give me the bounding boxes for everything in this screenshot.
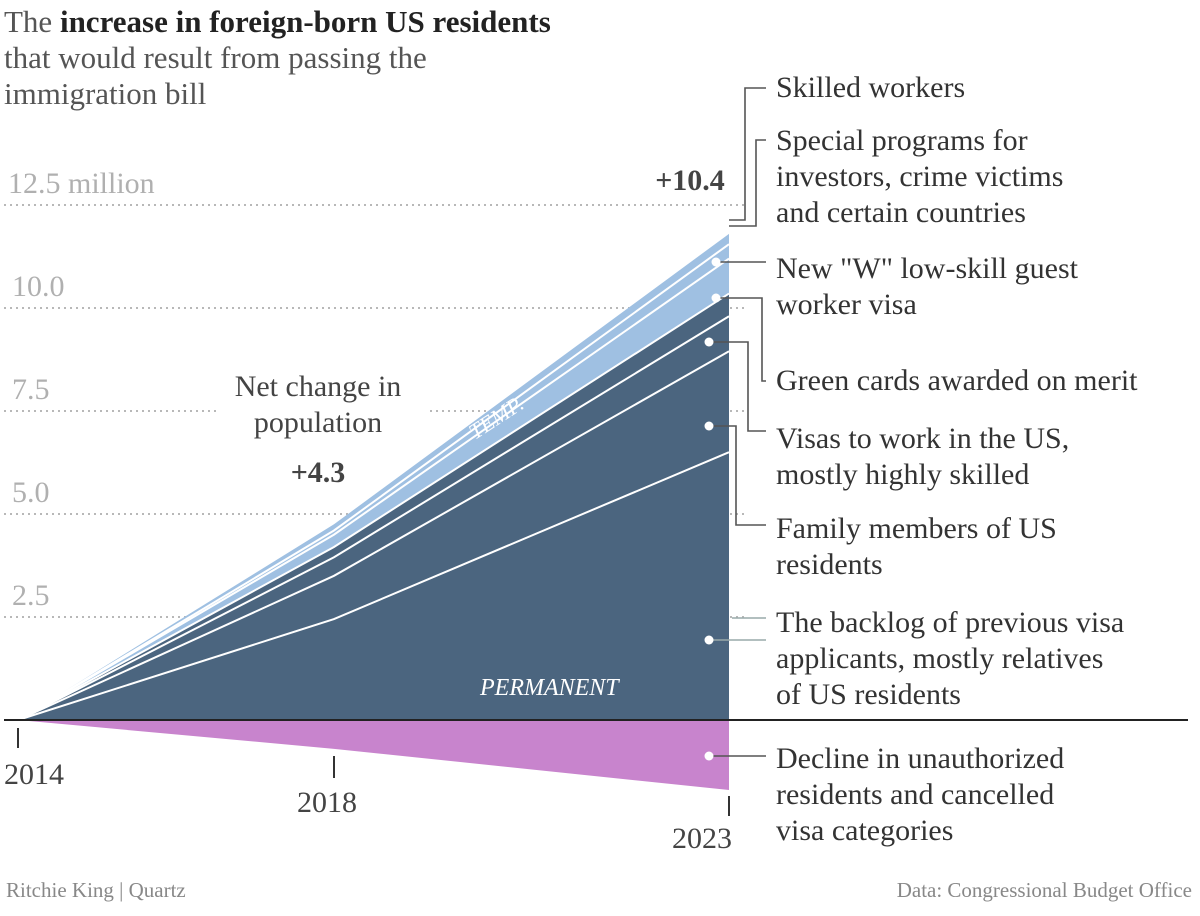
series-divider-2	[17, 315, 730, 721]
legend-label-family-0: Family members of US	[776, 512, 1057, 545]
x-tick-label-0: 2014	[4, 758, 64, 791]
legend-label-merit-0: Green cards awarded on merit	[776, 364, 1138, 397]
y-tick-label-3: 10.0	[12, 270, 65, 303]
chart-title: The increase in foreign-born US resident…	[4, 4, 664, 112]
legend-dot-merit	[711, 293, 721, 303]
y-tick-label-4: 12.5 million	[8, 167, 155, 200]
legend-label-backlog-1: applicants, mostly relatives	[776, 642, 1103, 675]
title-bold: increase in foreign-born US residents	[59, 4, 551, 39]
area-label-permanent: PERMANENT	[479, 675, 620, 701]
legend-label-work_visas-0: Visas to work in the US,	[776, 422, 1069, 455]
leader-line-special	[729, 139, 766, 227]
legend-label-decline-2: visa categories	[776, 814, 953, 847]
area-0	[18, 452, 729, 720]
net-change-label-line-2: population	[254, 406, 382, 439]
legend-label-backlog-0: The backlog of previous visa	[776, 606, 1124, 639]
x-tick-label-1: 2018	[297, 786, 357, 819]
series-divider-1	[17, 350, 730, 721]
legend-label-skilled-0: Skilled workers	[776, 71, 965, 104]
leader-line-merit	[716, 297, 766, 382]
legend-dot-w_visa	[711, 257, 721, 267]
leader-line-family	[709, 425, 766, 526]
x-tick-label-2: 2023	[672, 822, 732, 855]
legend-label-special-2: and certain countries	[776, 196, 1026, 229]
legend-label-special-0: Special programs for	[776, 124, 1028, 157]
series-divider-5	[17, 243, 730, 721]
series-divider-0	[17, 451, 730, 721]
legend-label-w_visa-1: worker visa	[776, 288, 917, 321]
legend-label-w_visa-0: New "W" low-skill guest	[776, 252, 1079, 285]
y-tick-label-1: 5.0	[12, 476, 50, 509]
legend-dot-work_visas	[704, 337, 714, 347]
leader-line-backlog	[709, 617, 766, 641]
net-change-value-2023: +10.4	[655, 164, 725, 197]
legend-dot-family	[704, 421, 714, 431]
net-change-label-line-1: Net change in	[235, 370, 402, 403]
legend-label-decline-0: Decline in unauthorized	[776, 742, 1064, 775]
series-divider-3	[17, 292, 730, 721]
legend-label-backlog-2: of US residents	[776, 678, 961, 711]
title-prefix: The	[4, 4, 60, 39]
credit: Ritchie King | Quartz	[6, 878, 186, 902]
legend-label-family-1: residents	[776, 548, 883, 581]
legend-dot-decline	[704, 751, 714, 761]
series-divider-4	[17, 257, 730, 721]
y-tick-label-2: 7.5	[12, 373, 50, 406]
y-tick-label-0: 2.5	[12, 579, 50, 612]
legend-label-work_visas-1: mostly highly skilled	[776, 458, 1029, 491]
title-rest: that would result from passing the immig…	[4, 40, 427, 111]
leader-line-skilled	[729, 87, 766, 221]
source-note: Data: Congressional Budget Office	[896, 878, 1192, 902]
area-decline	[18, 720, 729, 791]
net-change-value-2018: +4.3	[291, 456, 346, 489]
annotation-bg	[216, 366, 426, 442]
legend-dot-backlog	[704, 635, 714, 645]
legend-label-decline-1: residents and cancelled	[776, 778, 1054, 811]
legend-label-special-1: investors, crime victims	[776, 160, 1063, 193]
leader-line-work_visas	[709, 341, 766, 432]
